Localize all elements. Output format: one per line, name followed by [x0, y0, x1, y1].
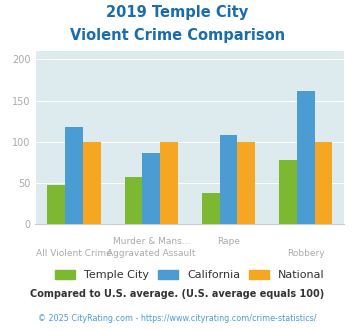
Bar — [65, 127, 83, 224]
Bar — [142, 153, 160, 224]
Legend: Temple City, California, National: Temple City, California, National — [51, 265, 329, 285]
Text: Murder & Mans...: Murder & Mans... — [113, 237, 190, 246]
Bar — [279, 160, 297, 224]
Bar — [220, 135, 237, 224]
Text: © 2025 CityRating.com - https://www.cityrating.com/crime-statistics/: © 2025 CityRating.com - https://www.city… — [38, 314, 317, 323]
Bar — [202, 193, 220, 224]
Bar — [160, 142, 178, 224]
Text: All Violent Crime: All Violent Crime — [36, 249, 112, 258]
Bar — [297, 91, 315, 224]
Text: Robbery: Robbery — [287, 249, 324, 258]
Text: Violent Crime Comparison: Violent Crime Comparison — [70, 28, 285, 43]
Text: 2019 Temple City: 2019 Temple City — [106, 5, 248, 20]
Bar — [315, 142, 332, 224]
Bar — [237, 142, 255, 224]
Bar — [48, 185, 65, 224]
Text: Aggravated Assault: Aggravated Assault — [107, 249, 196, 258]
Text: Compared to U.S. average. (U.S. average equals 100): Compared to U.S. average. (U.S. average … — [31, 289, 324, 299]
Text: Rape: Rape — [217, 237, 240, 246]
Bar — [83, 142, 101, 224]
Bar — [125, 178, 142, 224]
